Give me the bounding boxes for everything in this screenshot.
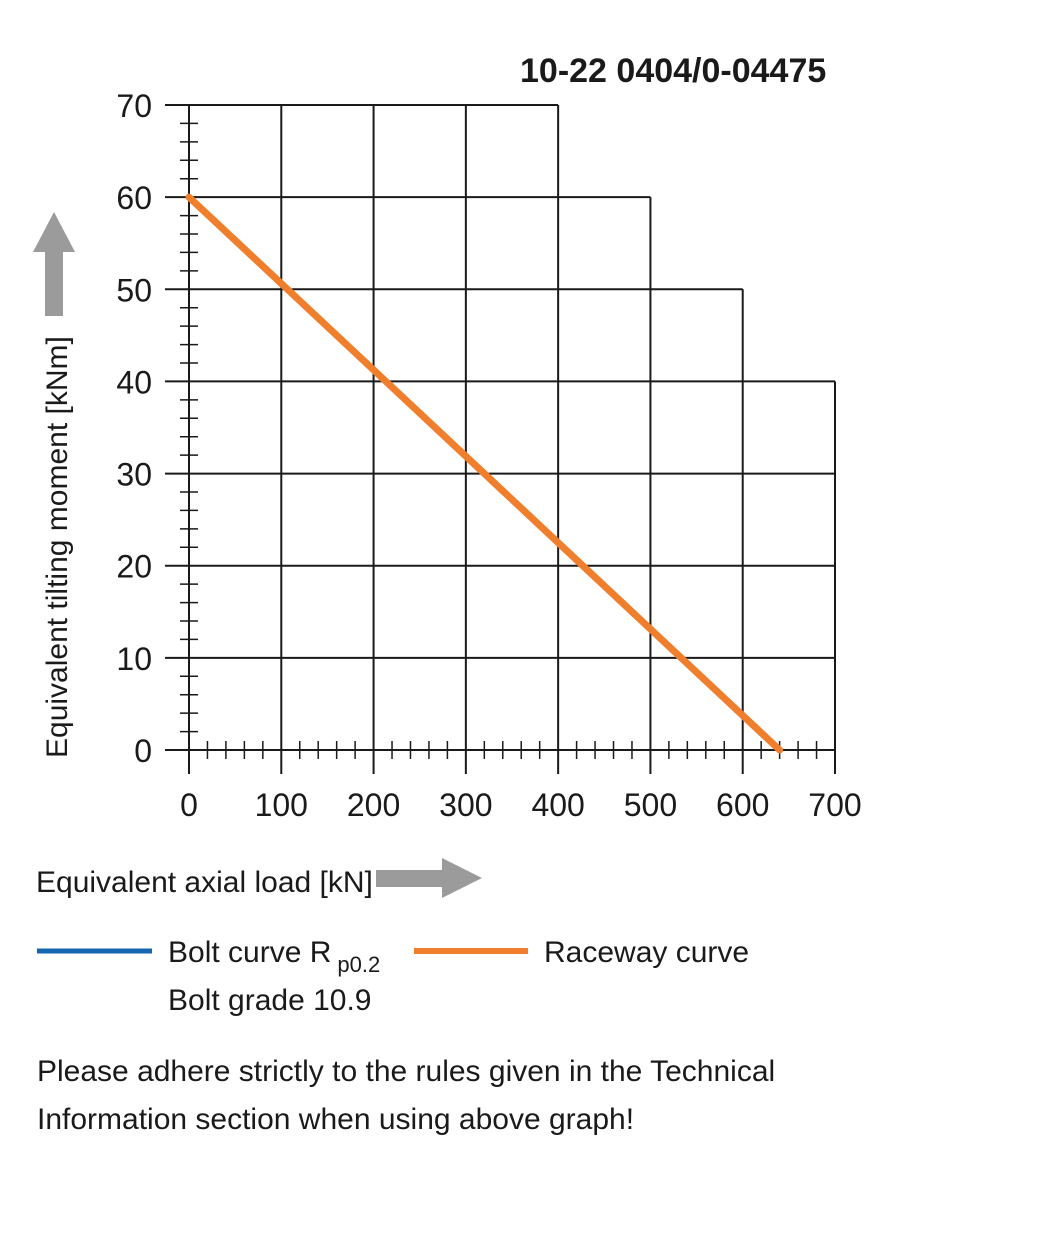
x-tick-label: 400	[531, 787, 584, 823]
tilting-moment-chart: 10-22 0404/0-04475 0 100 200 300 400 500 600 70…	[33, 52, 862, 1017]
x-tick-label: 600	[716, 787, 769, 823]
grid	[165, 104, 836, 774]
raceway-curve-line	[185, 193, 784, 754]
x-tick-label: 200	[347, 787, 400, 823]
x-tick-label: 300	[439, 787, 492, 823]
usage-note-line-2: Information section when using above gra…	[37, 1103, 635, 1136]
y-tick-label: 50	[116, 272, 152, 308]
legend-bolt-grade: Bolt grade 10.9	[168, 984, 371, 1017]
x-axis-label: Equivalent axial load [kN]	[36, 866, 373, 899]
x-tick-labels: 0 100 200 300 400 500 600 700	[180, 787, 862, 823]
legend-bolt-subscript: p0.2	[337, 952, 380, 977]
usage-note-line-1: Please adhere strictly to the rules give…	[37, 1055, 776, 1088]
y-tick-label: 60	[116, 180, 152, 216]
y-tick-labels: 0 10 20 30 40 50 60 70	[116, 88, 152, 769]
x-tick-label: 100	[255, 787, 308, 823]
y-tick-label: 30	[116, 457, 152, 493]
y-tick-label: 20	[116, 549, 152, 585]
legend-raceway-label: Raceway curve	[544, 936, 749, 969]
y-axis-label: Equivalent tilting moment [kNm]	[41, 336, 74, 758]
y-tick-label: 70	[116, 88, 152, 124]
minor-ticks	[180, 122, 818, 759]
y-tick-label: 0	[134, 733, 152, 769]
x-tick-label: 700	[808, 787, 861, 823]
y-tick-label: 10	[116, 641, 152, 677]
series-lines	[185, 193, 784, 754]
y-tick-label: 40	[116, 364, 152, 400]
x-tick-label: 500	[624, 787, 677, 823]
chart-title: 10-22 0404/0-04475	[520, 52, 826, 90]
right-arrow-icon	[376, 858, 482, 898]
usage-note: Please adhere strictly to the rules give…	[37, 1048, 937, 1144]
x-tick-label: 0	[180, 787, 198, 823]
up-arrow-icon	[33, 212, 75, 316]
